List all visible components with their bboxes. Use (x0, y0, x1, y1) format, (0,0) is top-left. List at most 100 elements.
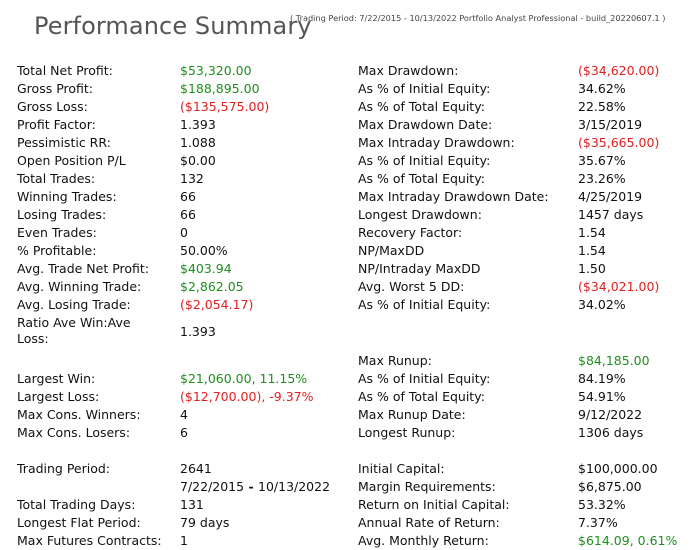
metric-label: As % of Initial Equity: (358, 371, 491, 386)
metric-label: As % of Total Equity: (358, 99, 485, 114)
metric-value: $614.09, 0.61% (578, 533, 678, 548)
metric-value: 1.393 (180, 117, 216, 132)
period-start-date: 7/22/2015 (180, 479, 245, 494)
metric-label: Profit Factor: (17, 117, 96, 132)
metric-value: 1.54 (578, 243, 606, 258)
metric-value: $0.00 (180, 153, 216, 168)
metric-label: Max Runup: (358, 353, 432, 368)
metric-label: Longest Drawdown: (358, 207, 482, 222)
metric-value: 3/15/2019 (578, 117, 643, 132)
metric-label: NP/Intraday MaxDD (358, 261, 481, 276)
metric-value: 1.393 (180, 324, 216, 339)
metric-value: 1.50 (578, 261, 606, 276)
metric-value: $403.94 (180, 261, 232, 276)
metric-value: $2,862.05 (180, 279, 244, 294)
metric-value: 1.088 (180, 135, 216, 150)
metric-label: Margin Requirements: (358, 479, 496, 494)
metric-value: $6,875.00 (578, 479, 642, 494)
metric-value: $84,185.00 (578, 353, 650, 368)
metric-value: 2641 (180, 461, 212, 476)
metric-value: 132 (180, 171, 204, 186)
metric-label: Trading Period: (17, 461, 111, 476)
metric-value: 84.19% (578, 371, 626, 386)
metric-value: 50.00% (180, 243, 228, 258)
metric-label: As % of Total Equity: (358, 171, 485, 186)
metric-value: ($135,575.00) (180, 99, 270, 114)
metric-label: As % of Initial Equity: (358, 153, 491, 168)
metric-label: Open Position P/L (17, 153, 126, 168)
metric-value: ($35,665.00) (578, 135, 660, 150)
metric-label: Gross Loss: (17, 99, 88, 114)
report-subtitle: ( Trading Period: 7/22/2015 - 10/13/2022… (290, 13, 666, 23)
metric-label: As % of Total Equity: (358, 389, 485, 404)
period-separator: - (244, 479, 258, 494)
metric-label: Avg. Losing Trade: (17, 297, 131, 312)
metric-value: ($34,021.00) (578, 279, 660, 294)
metric-value: 1.54 (578, 225, 606, 240)
period-end-date: 10/13/2022 (258, 479, 331, 494)
metric-value: 23.26% (578, 171, 626, 186)
metric-value: 66 (180, 207, 196, 222)
metric-value: 54.91% (578, 389, 626, 404)
metric-label: Winning Trades: (17, 189, 117, 204)
metric-value: 7/22/2015 - 10/13/2022 (180, 478, 330, 496)
metric-value: 34.62% (578, 81, 626, 96)
metric-label: Total Trades: (17, 171, 96, 186)
metric-label: Avg. Trade Net Profit: (17, 261, 150, 276)
page-title: Performance Summary (34, 12, 312, 40)
metric-label: As % of Initial Equity: (358, 81, 491, 96)
metric-label: Avg. Monthly Return: (358, 533, 489, 548)
metric-value: $100,000.00 (578, 461, 658, 476)
metric-label: Even Trades: (17, 225, 97, 240)
metric-label: Total Net Profit: (17, 63, 113, 78)
metric-value: 7.37% (578, 515, 618, 530)
metric-value: 6 (180, 425, 188, 440)
metric-label: % Profitable: (17, 243, 97, 258)
metric-label: Max Drawdown Date: (358, 117, 493, 132)
metric-value: ($34,620.00) (578, 63, 660, 78)
metric-value: ($12,700.00), -9.37% (180, 389, 314, 404)
metric-label: Recovery Factor: (358, 225, 463, 240)
metric-label: Max Cons. Winners: (17, 407, 141, 422)
metric-label: Gross Profit: (17, 81, 94, 96)
metric-label: Largest Win: (17, 371, 96, 386)
metric-label: Return on Initial Capital: (358, 497, 510, 512)
metric-label: Max Runup Date: (358, 407, 466, 422)
metric-value: 1457 days (578, 207, 644, 222)
metric-value: 1306 days (578, 425, 644, 440)
metric-value: 0 (180, 225, 188, 240)
metric-label: Total Trading Days: (17, 497, 136, 512)
metric-label: NP/MaxDD (358, 243, 425, 258)
metric-label: Ratio Ave Win:Ave Loss: (17, 315, 131, 346)
metric-value: 79 days (180, 515, 230, 530)
metric-value: 4/25/2019 (578, 189, 643, 204)
metric-value: 1 (180, 533, 188, 548)
metric-value: $188,895.00 (180, 81, 260, 96)
metric-value: 53.32% (578, 497, 626, 512)
metric-value: 131 (180, 497, 204, 512)
metric-value: 9/12/2022 (578, 407, 643, 422)
metric-value: $53,320.00 (180, 63, 252, 78)
metric-value: $21,060.00, 11.15% (180, 371, 308, 386)
metric-label: Initial Capital: (358, 461, 445, 476)
metric-label: Losing Trades: (17, 207, 107, 222)
metric-value: 34.02% (578, 297, 626, 312)
metric-value: 66 (180, 189, 196, 204)
metric-label: Annual Rate of Return: (358, 515, 500, 530)
metric-label: Max Futures Contracts: (17, 533, 162, 548)
metric-label: Avg. Worst 5 DD: (358, 279, 465, 294)
metric-value: 4 (180, 407, 188, 422)
metric-label: Largest Loss: (17, 389, 100, 404)
metric-label: Max Intraday Drawdown Date: (358, 189, 549, 204)
metric-label: As % of Initial Equity: (358, 297, 491, 312)
metric-label: Pessimistic RR: (17, 135, 111, 150)
metric-label: Avg. Winning Trade: (17, 279, 142, 294)
metric-label: Longest Runup: (358, 425, 456, 440)
metric-label: Max Cons. Losers: (17, 425, 131, 440)
metric-value: 22.58% (578, 99, 626, 114)
metric-label: Max Drawdown: (358, 63, 459, 78)
metric-label: Max Intraday Drawdown: (358, 135, 515, 150)
metric-label: Longest Flat Period: (17, 515, 141, 530)
metric-value: 35.67% (578, 153, 626, 168)
metric-value: ($2,054.17) (180, 297, 254, 312)
